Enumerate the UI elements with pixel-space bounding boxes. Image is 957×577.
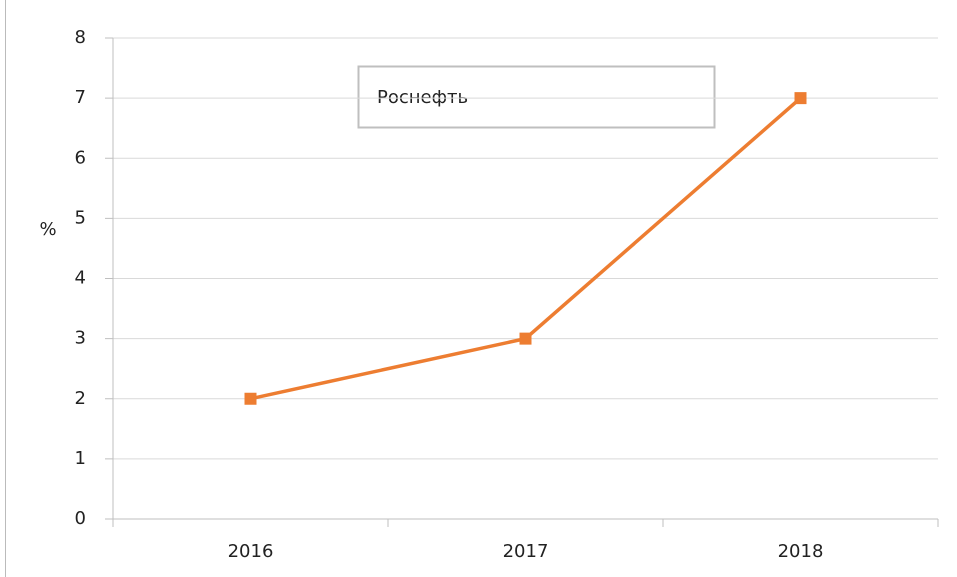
legend-box (357, 65, 716, 129)
y-axis-label: % (39, 219, 56, 240)
point-marker (244, 392, 257, 405)
y-tick-label: 3 (75, 328, 86, 349)
chart-border (5, 0, 6, 577)
series-line (250, 96, 802, 401)
y-tick-label: 2 (75, 388, 86, 409)
y-tick-label: 8 (75, 27, 86, 48)
point-marker (519, 332, 532, 345)
y-tick-label: 7 (75, 87, 86, 108)
legend-label: Роснефть (377, 87, 468, 108)
y-tick-label: 0 (75, 508, 86, 529)
y-tick-label: 4 (75, 268, 86, 289)
y-tick-label: 5 (75, 207, 86, 228)
y-tick-label: 1 (75, 448, 86, 469)
x-tick-label: 2018 (778, 541, 824, 562)
x-tick-label: 2017 (503, 541, 549, 562)
point-marker (794, 92, 807, 105)
y-tick-label: 6 (75, 147, 86, 168)
x-tick-label: 2016 (228, 541, 274, 562)
